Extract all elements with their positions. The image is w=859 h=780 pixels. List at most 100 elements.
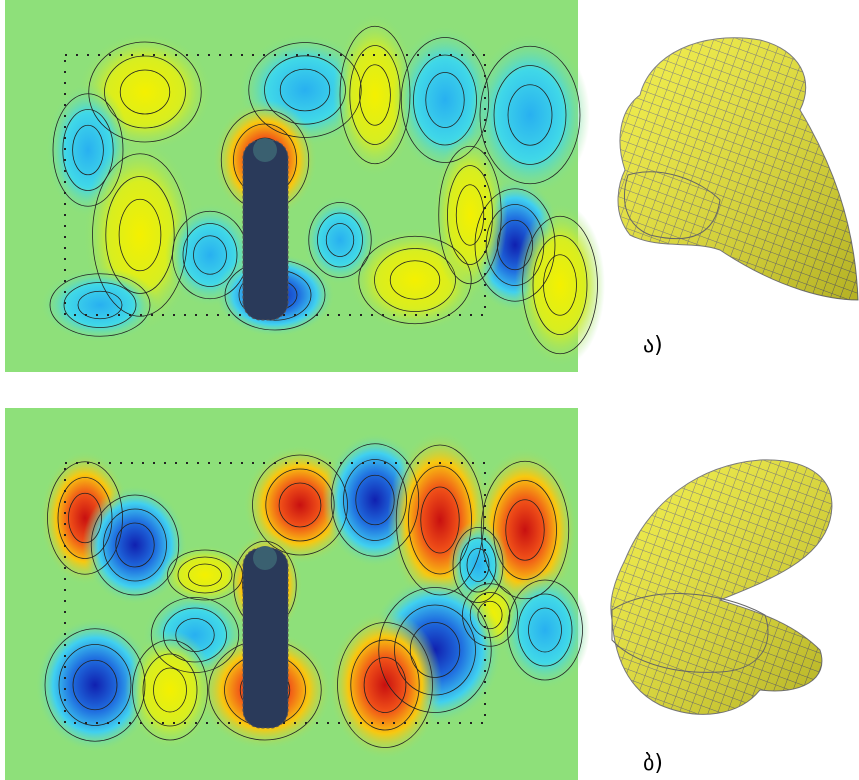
contour-line: [543, 254, 577, 316]
contour-line: [163, 607, 227, 663]
contour-line: [58, 644, 132, 726]
contour-line: [132, 639, 208, 741]
contour-line: [479, 45, 581, 185]
contour-line: [409, 622, 461, 678]
contour-line: [517, 593, 573, 667]
shape-bottom: ბ): [610, 459, 833, 776]
field-lobe: [160, 545, 250, 605]
contour-line: [413, 54, 477, 146]
human-body: [242, 139, 289, 321]
panel-label: ბ): [643, 751, 663, 776]
field-lobe: [35, 617, 155, 753]
contour-line: [77, 290, 123, 320]
field-lobe: [302, 195, 378, 285]
contour-line: [349, 45, 401, 145]
contour-line: [522, 215, 598, 355]
contour-line: [177, 556, 233, 594]
contour-line: [188, 563, 222, 587]
field-lobe: [470, 32, 590, 198]
contour-line: [175, 618, 215, 652]
field-lobe: [333, 12, 417, 178]
contour-line: [115, 522, 155, 568]
contour-line: [92, 153, 188, 317]
contour-line: [88, 41, 202, 143]
contour-line: [438, 145, 502, 285]
contour-line: [68, 492, 102, 544]
contour-line: [118, 198, 162, 272]
contour-line: [142, 653, 198, 727]
contour-line: [325, 223, 355, 257]
contour-line: [400, 37, 490, 163]
contour-line: [466, 548, 490, 582]
contour-line: [343, 459, 407, 541]
contour-line: [528, 607, 562, 653]
contour-line: [378, 587, 492, 713]
lobe-edge: [624, 171, 721, 240]
contour-line: [90, 494, 180, 596]
contour-line: [459, 537, 497, 593]
contour-line: [317, 212, 363, 268]
contour-line: [103, 508, 167, 582]
contour-line: [394, 604, 476, 696]
contour-line: [480, 460, 570, 600]
contour-line: [493, 480, 557, 580]
contour-line: [496, 219, 533, 271]
field-map-bottom: [5, 408, 590, 780]
contour-line: [350, 639, 420, 731]
lobe-edge: [611, 593, 769, 673]
field-map-top: [5, 0, 605, 372]
contour-line: [355, 474, 395, 526]
contour-line: [389, 260, 441, 300]
contour-line: [452, 527, 504, 603]
contour-line: [447, 165, 493, 265]
contour-line: [455, 184, 485, 246]
contour-line: [72, 659, 118, 711]
field-lobe: [515, 202, 605, 368]
contour-line: [420, 486, 460, 554]
shape-top: ა): [617, 37, 859, 358]
boundary: [64, 462, 486, 724]
contour-line: [337, 622, 433, 748]
contour-line: [278, 482, 322, 528]
field-lobe: [432, 132, 508, 298]
field-lobe: [328, 610, 442, 760]
contour-line: [359, 64, 391, 126]
contour-line: [395, 444, 485, 596]
panel-label: ა): [643, 333, 663, 358]
contour-line: [150, 597, 240, 673]
field-lobe: [500, 570, 590, 690]
contour-line: [182, 223, 238, 287]
contour-line: [308, 202, 372, 278]
contour-line: [363, 657, 407, 713]
contour-line: [119, 69, 171, 115]
contour-line: [265, 468, 335, 542]
shading: [610, 459, 832, 715]
human-body: [242, 547, 289, 729]
human-head: [253, 138, 277, 162]
field-lobe: [40, 267, 160, 343]
contour-line: [507, 579, 583, 681]
contour-line: [505, 499, 545, 561]
field-lobe: [125, 630, 215, 750]
contour-line: [47, 461, 123, 575]
contour-line: [339, 25, 411, 165]
contour-line: [248, 42, 362, 138]
contour-line: [252, 454, 348, 556]
contour-line: [493, 65, 567, 165]
contour-line: [532, 235, 588, 335]
contour-line: [49, 273, 151, 337]
contour-line: [57, 477, 113, 559]
shading: [618, 37, 858, 300]
contour-line: [474, 188, 556, 302]
contour-line: [330, 443, 420, 557]
contour-line: [374, 248, 456, 312]
contour-line: [477, 600, 503, 630]
contour-line: [358, 235, 472, 325]
human-head: [253, 546, 277, 570]
contour-line: [44, 628, 146, 742]
contour-line: [62, 109, 114, 191]
contour-line: [279, 68, 331, 112]
contour-line: [52, 93, 124, 207]
